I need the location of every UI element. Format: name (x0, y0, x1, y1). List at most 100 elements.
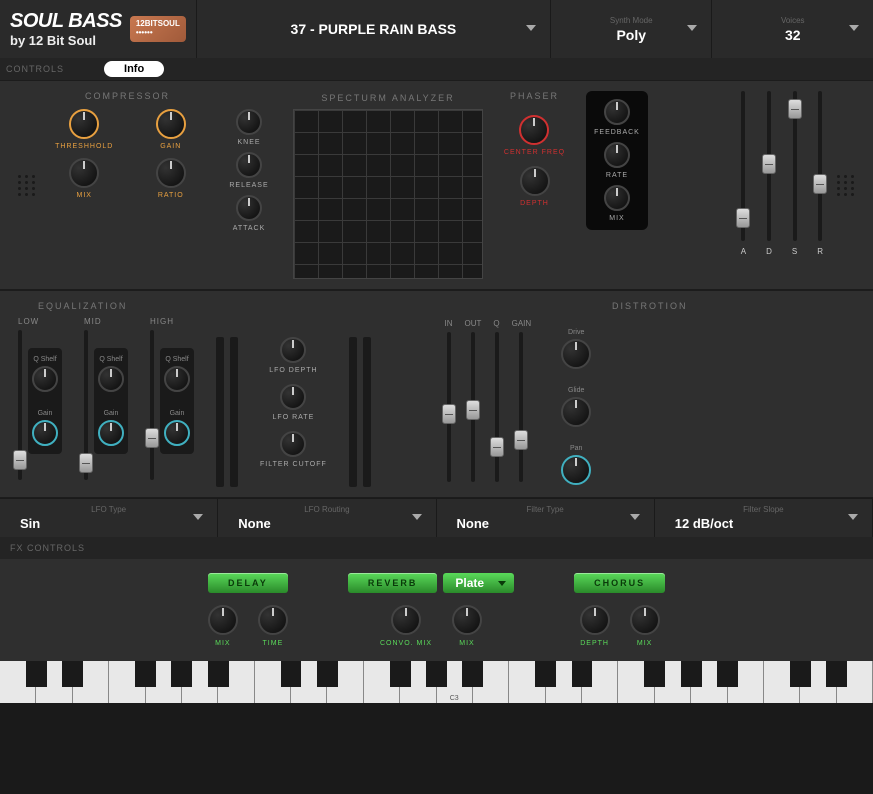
eq-low-slider[interactable] (18, 330, 22, 480)
fx-panel: DELAY MIX TIME REVERB Plate CONVO. MIX M… (0, 559, 873, 661)
depth-knob[interactable] (520, 166, 550, 196)
chevron-down-icon (849, 25, 859, 31)
feedback-knob[interactable] (604, 99, 630, 125)
black-key[interactable] (462, 661, 483, 687)
synth-mode-value: Poly (616, 27, 646, 43)
compressor-extra: KNEE RELEASE ATTACK (219, 109, 279, 232)
piano-keyboard[interactable]: C3 (0, 661, 873, 703)
black-key[interactable] (390, 661, 411, 687)
voices-label: Voices (781, 16, 805, 25)
phaser-fx-box: FEEDBACK RATE MIX (586, 91, 648, 230)
synth-mode-dropdown[interactable]: Synth Mode Poly (550, 0, 712, 58)
eq-section: EQUALIZATION LOW Q Shelf Gain MID (18, 301, 429, 487)
low-q-knob[interactable] (32, 366, 58, 392)
threshold-knob[interactable] (69, 109, 99, 139)
black-key[interactable] (644, 661, 665, 687)
gain-knob[interactable] (156, 109, 186, 139)
level-meters (216, 337, 238, 487)
low-gain-knob[interactable] (32, 420, 58, 446)
center-freq-knob[interactable] (519, 115, 549, 145)
level-meters-2 (349, 337, 371, 487)
eq-mid-slider[interactable] (84, 330, 88, 480)
delay-button[interactable]: DELAY (208, 573, 288, 593)
phaser-section: PHASER CENTER FREQ DEPTH (497, 91, 572, 207)
lfo-column: LFO DEPTH LFO RATE FILTER CUTOFF (260, 337, 327, 487)
lfo-rate-knob[interactable] (280, 384, 306, 410)
preset-value: 37 - PURPLE RAIN BASS (291, 21, 457, 37)
filter-type-dropdown[interactable]: Filter Type None (437, 499, 655, 537)
high-q-knob[interactable] (164, 366, 190, 392)
chevron-down-icon (193, 514, 203, 520)
logo-badge: 12BITSOUL •••••• (130, 16, 186, 42)
chevron-down-icon (412, 514, 422, 520)
chevron-down-icon (630, 514, 640, 520)
pan-knob[interactable] (561, 455, 591, 485)
ratio-knob[interactable] (156, 158, 186, 188)
delay-mix-knob[interactable] (208, 605, 238, 635)
compressor-title: COMPRESSOR (50, 91, 205, 101)
black-key[interactable] (717, 661, 738, 687)
chorus-depth-knob[interactable] (580, 605, 610, 635)
release-knob[interactable] (236, 152, 262, 178)
chorus-mix-knob[interactable] (630, 605, 660, 635)
mid-q-knob[interactable] (98, 366, 124, 392)
reverb-type-dropdown[interactable]: Plate (443, 573, 514, 593)
high-gain-knob[interactable] (164, 420, 190, 446)
attack-slider[interactable] (741, 91, 745, 241)
delay-time-knob[interactable] (258, 605, 288, 635)
release-slider[interactable] (818, 91, 822, 241)
dist-out-slider[interactable] (471, 332, 475, 482)
mid-gain-knob[interactable] (98, 420, 124, 446)
phaser-title: PHASER (497, 91, 572, 101)
convo-mix-knob[interactable] (391, 605, 421, 635)
black-key[interactable] (826, 661, 847, 687)
dist-q-slider[interactable] (495, 332, 499, 482)
dropdown-row: LFO Type Sin LFO Routing None Filter Typ… (0, 498, 873, 537)
black-key[interactable] (426, 661, 447, 687)
distortion-section: DISTROTION IN OUT Q GAIN Drive Glide Pan (445, 301, 856, 485)
header-bar: SOUL BASS by 12 Bit Soul 12BITSOUL •••••… (0, 0, 873, 58)
logo-area: SOUL BASS by 12 Bit Soul 12BITSOUL •••••… (0, 0, 196, 58)
black-key[interactable] (62, 661, 83, 687)
reverb-button[interactable]: REVERB (348, 573, 438, 593)
black-key[interactable] (171, 661, 192, 687)
dist-in-slider[interactable] (447, 332, 451, 482)
black-key[interactable] (681, 661, 702, 687)
black-key[interactable] (208, 661, 229, 687)
black-key[interactable] (535, 661, 556, 687)
filter-slope-dropdown[interactable]: Filter Slope 12 dB/oct (655, 499, 873, 537)
black-key[interactable] (26, 661, 47, 687)
black-key[interactable] (281, 661, 302, 687)
chorus-button[interactable]: CHORUS (574, 573, 665, 593)
black-key[interactable] (790, 661, 811, 687)
filter-cutoff-knob[interactable] (280, 431, 306, 457)
chorus-group: CHORUS DEPTH MIX (574, 573, 665, 647)
rate-knob[interactable] (604, 142, 630, 168)
lfo-type-dropdown[interactable]: LFO Type Sin (0, 499, 218, 537)
black-key[interactable] (135, 661, 156, 687)
dist-gain-slider[interactable] (519, 332, 523, 482)
decay-slider[interactable] (767, 91, 771, 241)
logo-subtitle: by 12 Bit Soul (10, 33, 122, 48)
phaser-mix-knob[interactable] (604, 185, 630, 211)
sustain-slider[interactable] (793, 91, 797, 241)
lfo-depth-knob[interactable] (280, 337, 306, 363)
lfo-routing-dropdown[interactable]: LFO Routing None (218, 499, 436, 537)
chevron-down-icon (848, 514, 858, 520)
voices-dropdown[interactable]: Voices 32 (711, 0, 873, 58)
controls-label: CONTROLS (6, 64, 64, 74)
attack-knob[interactable] (236, 195, 262, 221)
preset-dropdown[interactable]: 37 - PURPLE RAIN BASS (196, 0, 550, 58)
drive-knob[interactable] (561, 339, 591, 369)
reverb-mix-knob[interactable] (452, 605, 482, 635)
info-button[interactable]: Info (104, 61, 164, 77)
knee-knob[interactable] (236, 109, 262, 135)
mix-knob[interactable] (69, 158, 99, 188)
black-key[interactable] (317, 661, 338, 687)
eq-high-slider[interactable] (150, 330, 154, 480)
c3-label: C3 (450, 695, 459, 702)
chevron-down-icon (687, 25, 697, 31)
glide-knob[interactable] (561, 397, 591, 427)
black-key[interactable] (572, 661, 593, 687)
chevron-down-icon (526, 25, 536, 31)
